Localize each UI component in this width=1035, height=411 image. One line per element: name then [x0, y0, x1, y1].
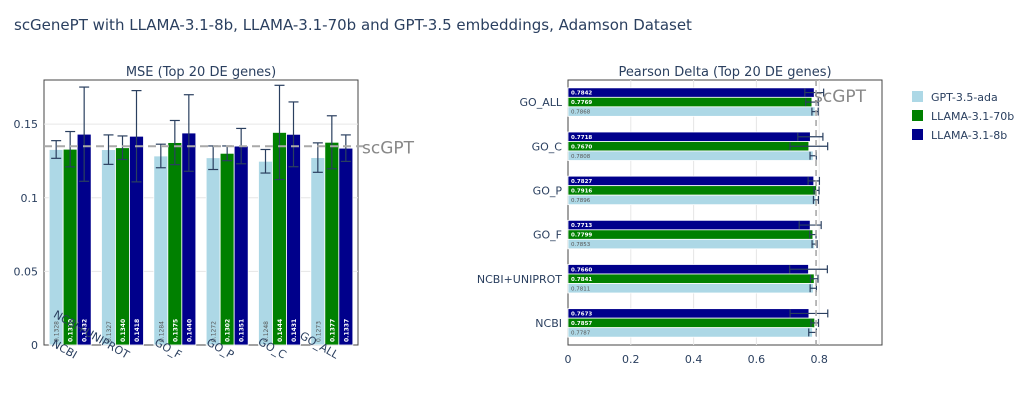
pearson-xtick-label: 0.2 [622, 353, 640, 366]
pearson-data-label: 0.7896 [571, 198, 591, 204]
pearson-data-label: 0.7808 [571, 154, 591, 160]
pearson-data-label: 0.7841 [571, 277, 592, 283]
pearson-bar [567, 141, 810, 152]
mse-ytick-label: 0.1 [21, 192, 39, 205]
pearson-bar [567, 273, 815, 284]
pearson-bar [567, 264, 809, 275]
figure-title: scGenePT with LLAMA-3.1-8b, LLAMA-3.1-70… [14, 16, 692, 34]
pearson-bar [567, 327, 813, 338]
mse-ytick-label: 0.05 [14, 265, 39, 278]
pearson-data-label: 0.7660 [571, 267, 592, 273]
pearson-data-label: 0.7842 [571, 91, 592, 97]
pearson-bar [567, 175, 815, 187]
pearson-data-label: 0.7713 [571, 223, 592, 229]
mse-bar [101, 149, 116, 346]
mse-data-label: 0.1328 [54, 321, 61, 342]
mse-data-label: 0.1431 [291, 319, 298, 342]
pearson-bar [567, 150, 814, 161]
mse-ytick-label: 0 [31, 339, 38, 352]
mse-bar [219, 152, 235, 346]
pearson-data-label: 0.7827 [571, 179, 592, 185]
pearson-bar [567, 317, 816, 329]
mse-bar [324, 141, 340, 346]
pearson-xtick-label: 0.8 [810, 353, 828, 366]
pearson-bar [567, 238, 815, 250]
mse-data-label: 0.1327 [106, 321, 113, 342]
pearson-data-label: 0.7769 [571, 100, 592, 106]
pearson-xtick-label: 0.6 [748, 353, 766, 366]
mse-data-label: 0.1418 [134, 319, 141, 342]
mse-chart: 0 0.05 0.1 0.15 MSE (Top 20 DE genes) 0.1328 0… [14, 65, 415, 362]
mse-bar [115, 147, 130, 346]
pearson-ytick-label: GO_C [532, 140, 563, 153]
pearson-data-label: 0.7673 [571, 311, 592, 317]
legend-swatch [912, 110, 923, 121]
mse-data-label: 0.1340 [120, 319, 127, 342]
mse-data-label: 0.1284 [158, 321, 165, 342]
pearson-data-label: 0.7799 [571, 233, 592, 239]
pearson-data-label: 0.7868 [571, 110, 591, 116]
pearson-data-label: 0.7811 [571, 286, 590, 292]
mse-bar [167, 142, 183, 346]
pearson-xtick-label: 0 [565, 353, 572, 366]
legend-entry: LLAMA-3.1-70b [931, 110, 1014, 123]
mse-data-label: 0.1330 [68, 319, 75, 342]
pearson-bar [567, 194, 817, 206]
mse-data-label: 0.1432 [82, 319, 89, 342]
pearson-xtick-label: 0.4 [685, 353, 703, 366]
mse-ytick-label: 0.15 [14, 118, 39, 131]
mse-data-label: 0.1337 [343, 319, 350, 342]
legend-entry: GPT-3.5-ada [931, 91, 998, 104]
pearson-ytick-label: GO_P [533, 184, 563, 197]
pearson-ytick-label: GO_F [533, 229, 562, 242]
pearson-data-label: 0.7670 [571, 144, 592, 150]
pearson-data-label: 0.7916 [571, 188, 592, 194]
legend-swatch [912, 91, 923, 102]
mse-reference-label: scGPT [362, 138, 415, 158]
mse-bar [233, 145, 249, 346]
mse-bar [310, 157, 326, 346]
pearson-bar [567, 185, 817, 196]
pearson-bar [567, 219, 811, 231]
mse-data-label: 0.1377 [329, 319, 336, 342]
pearson-chart: 0 0.2 0.4 0.6 0.8 Pearson Delta (Top 20 DE ge… [477, 65, 883, 366]
pearson-bar [567, 131, 811, 142]
pearson-bar [567, 96, 813, 108]
mse-data-label: 0.1248 [263, 321, 270, 342]
pearson-chart-title: Pearson Delta (Top 20 DE genes) [618, 65, 831, 80]
mse-data-label: 0.1302 [225, 319, 232, 342]
pearson-bar [567, 87, 815, 98]
pearson-bar [567, 308, 810, 319]
mse-chart-title: MSE (Top 20 DE genes) [126, 65, 276, 80]
pearson-ytick-label: NCBI+UNIPROT [477, 273, 562, 286]
pearson-data-label: 0.7853 [571, 242, 591, 248]
mse-data-label: 0.1351 [239, 319, 246, 342]
legend-swatch [912, 129, 923, 140]
mse-bar [338, 147, 354, 346]
mse-data-label: 0.1440 [186, 319, 193, 342]
mse-bar [258, 160, 273, 346]
mse-data-label: 0.1273 [315, 321, 322, 342]
pearson-data-label: 0.7718 [571, 135, 592, 141]
mse-data-label: 0.1444 [277, 319, 284, 342]
pearson-reference-label: scGPT [814, 87, 867, 107]
mse-bar [153, 155, 169, 346]
pearson-data-label: 0.7857 [571, 321, 592, 327]
mse-data-label: 0.1375 [172, 319, 179, 342]
mse-data-label: 0.1272 [211, 321, 218, 342]
pearson-plot-area [567, 79, 883, 346]
legend: GPT-3.5-ada LLAMA-3.1-70b LLAMA-3.1-8b [912, 91, 1014, 142]
mse-bar [205, 157, 221, 346]
pearson-data-label: 0.7787 [571, 330, 591, 336]
pearson-bar [567, 229, 814, 240]
pearson-ytick-label: NCBI [535, 317, 562, 330]
legend-entry: LLAMA-3.1-8b [931, 129, 1007, 142]
pearson-bar [567, 283, 814, 294]
pearson-ytick-label: GO_ALL [520, 96, 563, 109]
pearson-bar [567, 106, 816, 117]
